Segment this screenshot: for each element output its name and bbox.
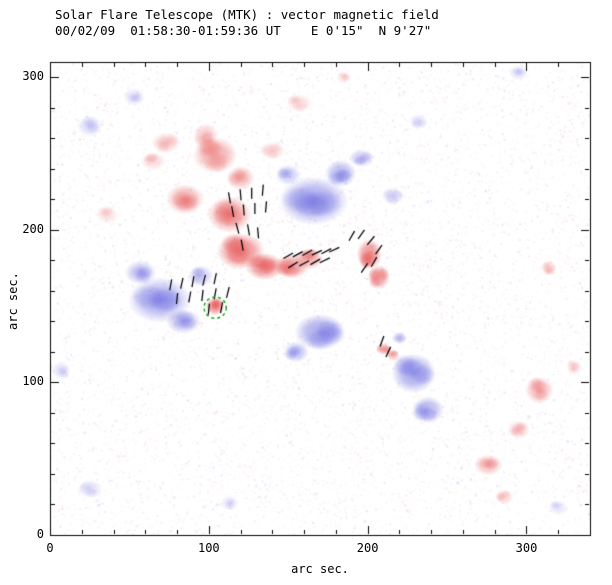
y-tick-label: 0: [36, 527, 44, 541]
x-tick-label: 100: [197, 541, 220, 555]
y-tick-label: 100: [22, 374, 44, 389]
x-tick-labels: 0 100 200 300: [0, 541, 612, 557]
y-tick-label: 200: [22, 221, 44, 236]
figure-subtitle: 00/02/09 01:58:30-01:59:36 UT E 0'15" N …: [55, 23, 432, 38]
x-tick-label: 300: [515, 541, 538, 555]
y-tick-label: 300: [22, 69, 44, 84]
x-tick-label: 0: [46, 541, 54, 555]
y-axis-label: arc sec.: [6, 272, 20, 330]
x-tick-label: 200: [356, 541, 379, 555]
y-tick-labels: 0 100 200 300: [12, 0, 44, 585]
x-axis-label: arc sec.: [291, 562, 349, 576]
figure-title: Solar Flare Telescope (MTK) : vector mag…: [55, 7, 439, 22]
